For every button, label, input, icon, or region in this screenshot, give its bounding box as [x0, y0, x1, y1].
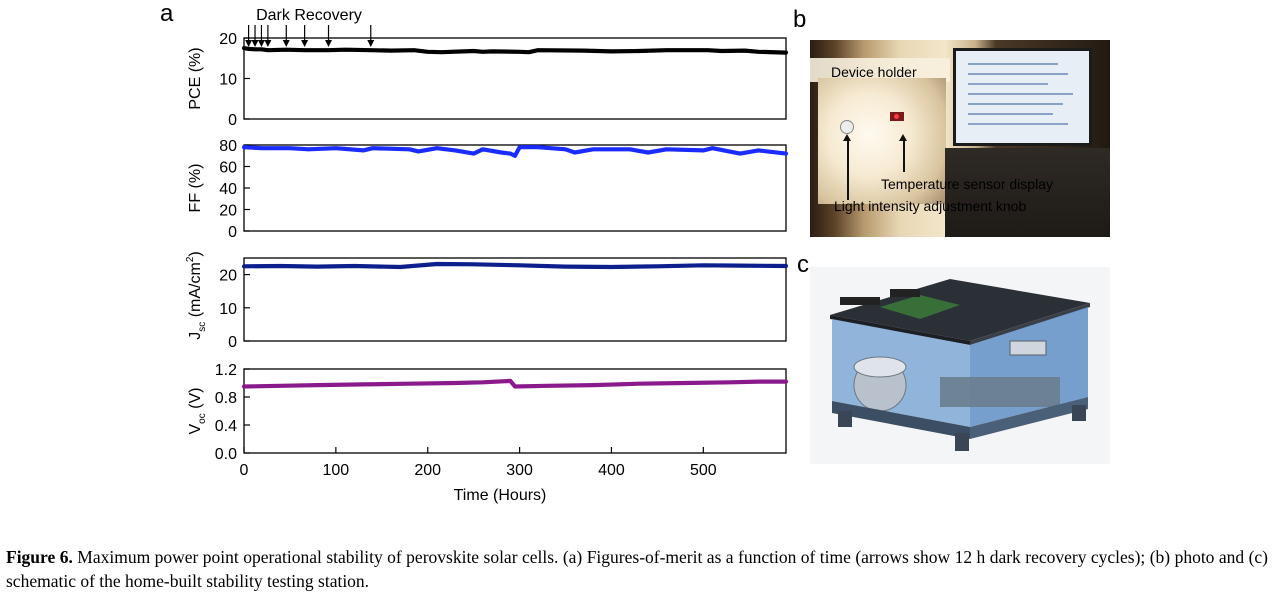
- photo-stability-station: Device holder Temperature sensor display…: [810, 40, 1110, 237]
- ylabel-2: Jsc (mA/cm2): [185, 251, 208, 339]
- dark-recovery-arrowhead-3: [264, 40, 272, 47]
- xtick-label-2: 200: [414, 462, 441, 479]
- series-line-1-0: [241, 145, 789, 158]
- dark-recovery-arrowhead-1: [251, 40, 259, 47]
- laptop-keyboard: [945, 148, 1110, 237]
- ytick-label-1-1: 20: [219, 203, 237, 220]
- ytick-label-2-1: 10: [219, 301, 237, 318]
- ytick-label-1-4: 80: [219, 138, 237, 155]
- panel-letter-a: a: [160, 0, 174, 27]
- ylabel-0: PCE (%): [187, 47, 204, 109]
- panel-letter-b: b: [793, 6, 807, 33]
- ytick-label-3-3: 1.2: [215, 362, 237, 379]
- temperature-display-icon: [890, 112, 904, 121]
- ytick-label-2-2: 20: [219, 268, 237, 285]
- ytick-label-1-0: 0: [228, 224, 237, 241]
- device-holder-box: [818, 78, 946, 204]
- ytick-label-0-1: 10: [219, 72, 237, 89]
- schematic-stability-station: [810, 267, 1110, 464]
- dark-recovery-arrowhead-6: [325, 40, 333, 47]
- xtick-label-1: 100: [323, 462, 350, 479]
- xtick-label-5: 500: [690, 462, 717, 479]
- ytick-label-3-1: 0.4: [215, 418, 237, 435]
- light-knob-icon: [840, 120, 854, 134]
- arrow-light-knob: [844, 134, 850, 200]
- ytick-label-1-2: 40: [219, 181, 237, 198]
- figure-caption: Figure 6. Maximum power point operationa…: [6, 545, 1268, 593]
- dark-recovery-arrowhead-5: [301, 40, 309, 47]
- ylabel-3: Voc (V): [187, 387, 208, 434]
- xtick-label-3: 300: [506, 462, 533, 479]
- series-line-3-0: [241, 378, 789, 389]
- annotation-dark-recovery: Dark Recovery: [256, 7, 362, 24]
- ytick-label-3-0: 0.0: [215, 446, 237, 463]
- dark-recovery-arrowhead-2: [257, 40, 265, 47]
- ylabel-1: FF (%): [187, 164, 204, 213]
- dark-recovery-arrowhead-0: [245, 40, 253, 47]
- xtick-label-0: 0: [240, 462, 249, 479]
- charts-panel-a: 0 10 20 PCE (%) Dark Recovery 0 20 40 60 80 FF (%)…: [185, 7, 789, 504]
- panel-letter-c: c: [797, 251, 809, 278]
- plot-frame-3: [243, 368, 787, 454]
- arrow-temperature-display: [900, 134, 906, 172]
- series-line-0-0: [241, 45, 789, 55]
- caption-text: Maximum power point operational stabilit…: [6, 547, 1268, 591]
- ytick-label-1-3: 60: [219, 160, 237, 177]
- ytick-label-0-2: 20: [219, 31, 237, 48]
- ytick-label-3-2: 0.8: [215, 390, 237, 407]
- ytick-label-0-0: 0: [228, 112, 237, 129]
- xlabel: Time (Hours): [454, 487, 547, 504]
- ytick-label-2-0: 0: [228, 334, 237, 351]
- dark-recovery-arrowhead-7: [367, 40, 375, 47]
- xtick-label-4: 400: [598, 462, 625, 479]
- caption-label: Figure 6.: [6, 547, 73, 567]
- label-device-holder: Device holder: [831, 64, 917, 80]
- plot-frame-2: [243, 257, 787, 342]
- label-light-knob: Light intensity adjustment knob: [834, 198, 1027, 214]
- label-temperature-sensor: Temperature sensor display: [881, 176, 1053, 192]
- laptop-screen: [953, 48, 1092, 146]
- series-line-2-0: [241, 261, 789, 270]
- dark-recovery-arrowhead-4: [282, 40, 290, 47]
